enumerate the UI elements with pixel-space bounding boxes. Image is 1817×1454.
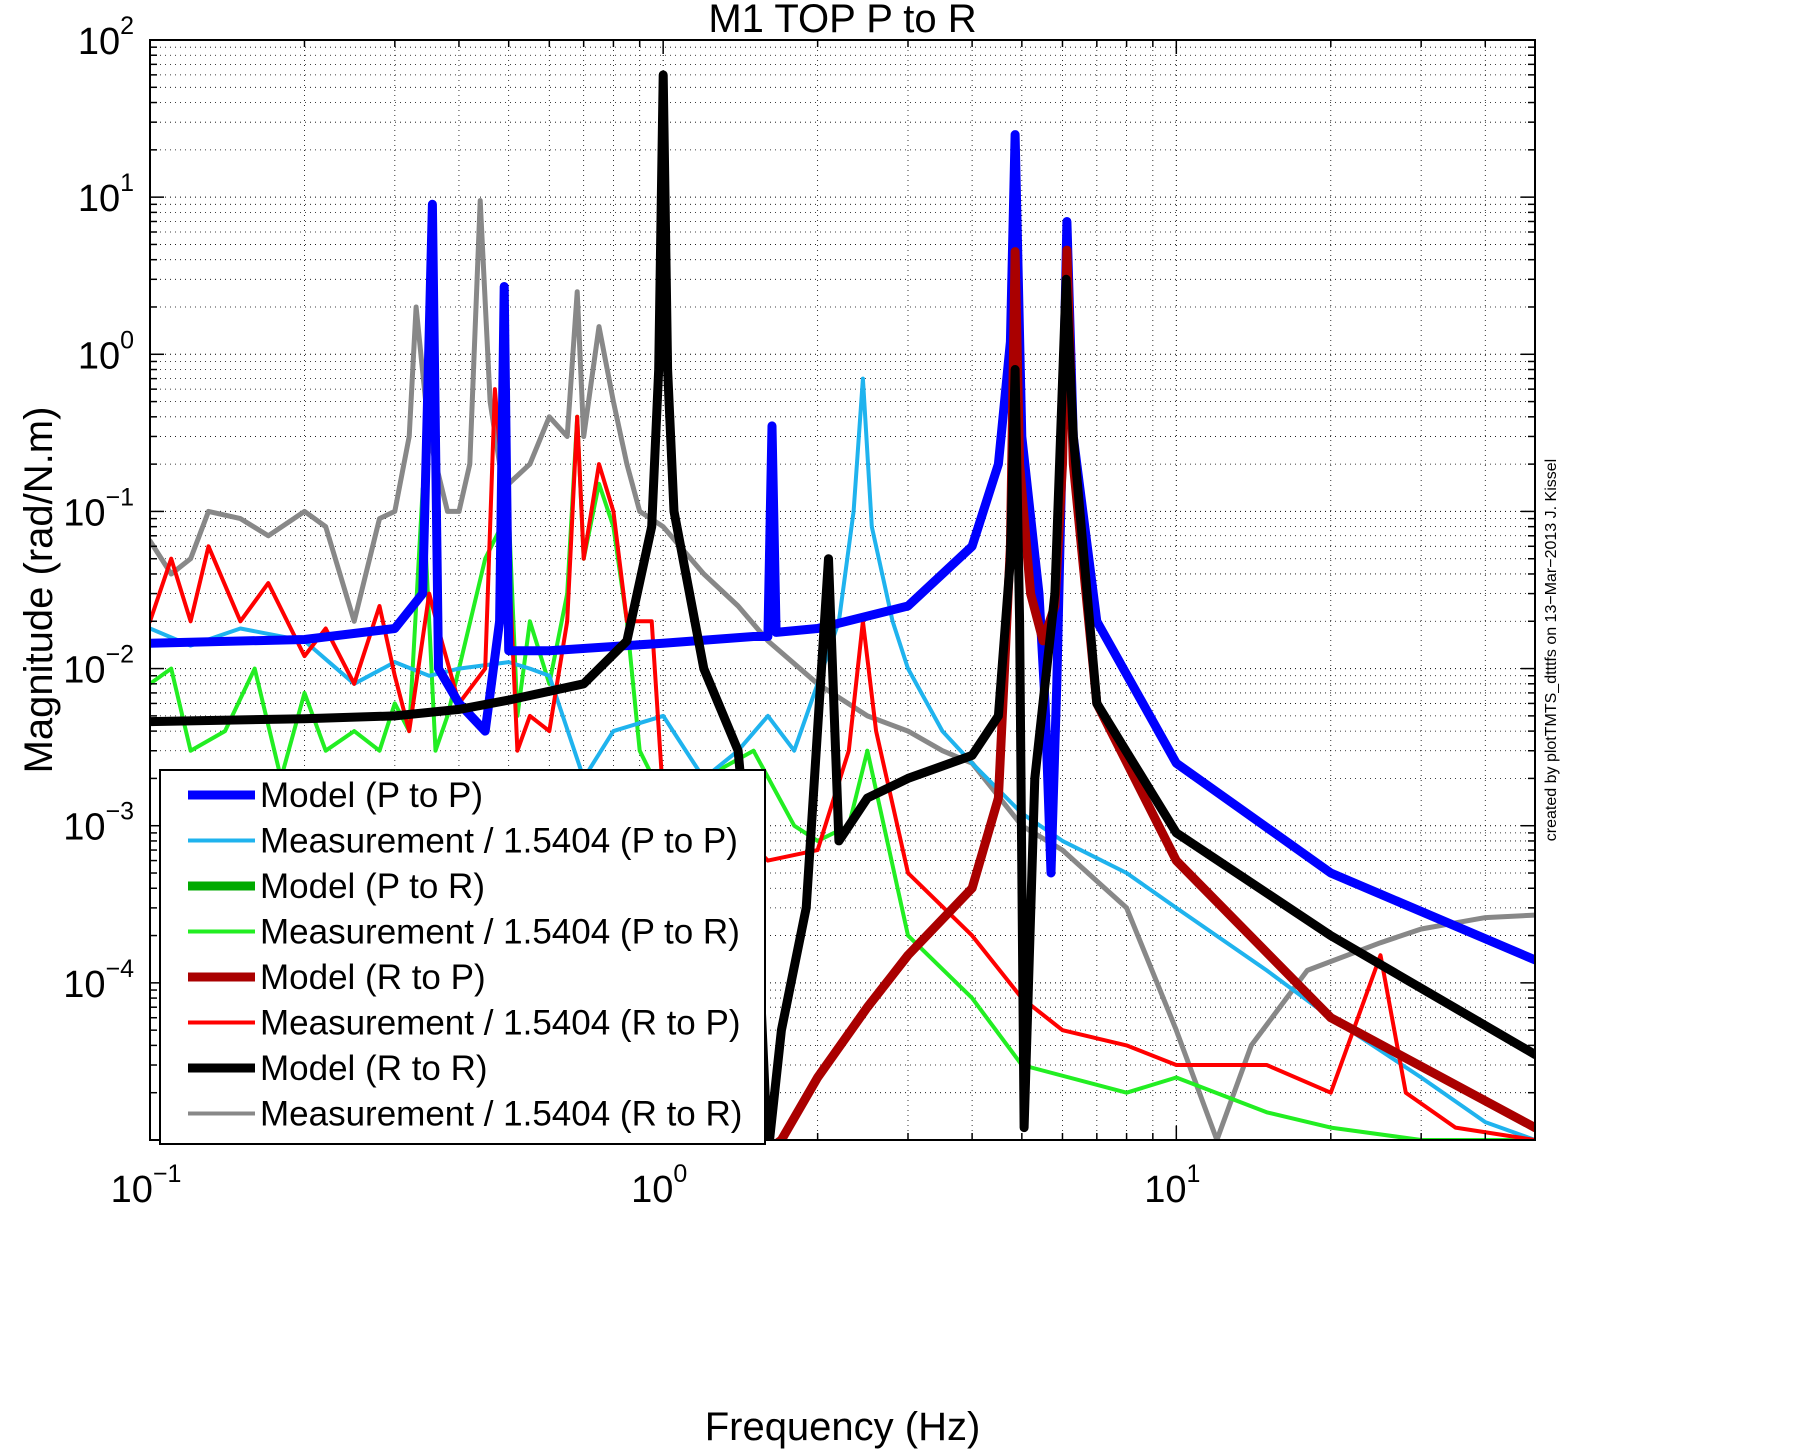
series-line [150,376,1535,1140]
y-tick-label: 102 [78,12,134,63]
legend-box [159,769,766,1145]
x-tick-label: 101 [1144,1160,1200,1211]
legend-label: Measurement / 1.5404 (P to R) [260,913,740,952]
x-tick-label: 100 [631,1160,687,1211]
tick-labels: 10−1 100 101 102 101 100 10−1 10−2 10−3 10−4 [63,12,1200,1211]
y-tick-label: 10−2 [63,641,134,692]
y-tick-label: 10−3 [63,798,134,849]
credit-note: created by plotTMTS_dtttfs on 13−Mar−201… [1543,459,1560,841]
legend-label: Model (P to R) [260,867,485,906]
legend-label: Measurement / 1.5404 (P to P) [260,822,738,861]
legend: Model (P to P) Measurement / 1.5404 (P to… [159,769,766,1145]
series-line [150,198,1535,1140]
y-tick-label: 10−1 [63,483,134,534]
legend-label: Measurement / 1.5404 (R to R) [260,1095,742,1134]
series-line [150,387,1535,1140]
chart-title: M1 TOP P to R [708,0,976,41]
legend-label: Model (R to P) [260,958,486,997]
x-axis-label: Frequency (Hz) [705,1405,981,1449]
plot-series [150,70,1535,1140]
legend-label: Model (P to P) [260,776,483,815]
y-tick-label: 100 [78,326,134,377]
legend-label: Model (R to R) [260,1049,488,1088]
y-tick-label: 10−4 [63,955,134,1006]
plot-frame [149,39,1536,1141]
y-tick-label: 101 [78,169,134,220]
series-line [150,70,1535,1140]
x-tick-label: 10−1 [111,1160,182,1211]
y-axis-label: Magnitude (rad/N.m) [17,407,61,774]
legend-label: Measurement / 1.5404 (R to P) [260,1004,741,1043]
